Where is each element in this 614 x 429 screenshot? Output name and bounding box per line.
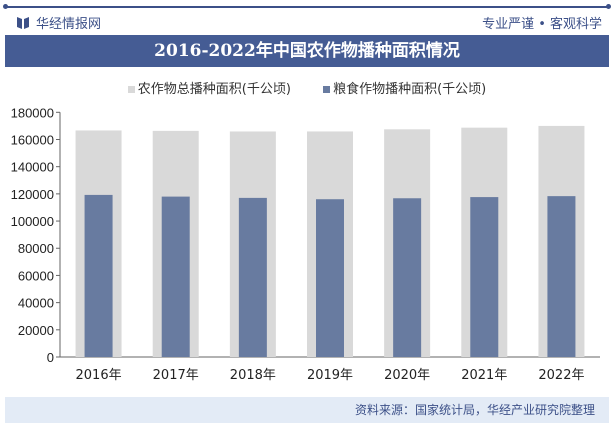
brand-name: 华经情报网 (36, 17, 102, 32)
x-tick-label: 2019年 (307, 368, 353, 383)
x-tick-label: 2018年 (230, 368, 276, 383)
legend-item-grain: 粮食作物播种面积(千公顷) (323, 82, 486, 97)
bar-grain (393, 198, 422, 357)
bar-grain (470, 197, 499, 357)
source-note: 资料来源：国家统计局，华经产业研究院整理 (5, 397, 609, 423)
slogan: 专业严谨 • 客观科学 (482, 17, 602, 32)
x-tick-label: 2017年 (153, 368, 199, 383)
y-tick-label: 20000 (18, 323, 54, 338)
y-tick-label: 60000 (18, 268, 54, 283)
top-rule (3, 4, 611, 9)
x-tick-label: 2016年 (76, 368, 122, 383)
x-tick-label: 2020年 (384, 368, 430, 383)
y-tick-label: 0 (47, 350, 54, 365)
logo-icon (17, 16, 29, 29)
bar-grain (161, 196, 190, 357)
bar-grain (238, 197, 267, 357)
y-tick-label: 100000 (11, 214, 54, 229)
y-tick-label: 40000 (18, 296, 54, 311)
brand: 华经情报网 (16, 13, 101, 32)
y-tick-label: 80000 (18, 241, 54, 256)
y-tick-label: 120000 (11, 187, 54, 202)
y-tick-label: 140000 (11, 160, 54, 175)
legend: 农作物总播种面积(千公顷) 粮食作物播种面积(千公顷) (0, 78, 614, 97)
x-tick-label: 2021年 (461, 368, 507, 383)
y-tick-label: 160000 (11, 132, 54, 147)
bar-grain (547, 196, 576, 357)
bar-grain (84, 194, 113, 357)
chart-title: 2016-2022年中国农作物播种面积情况 (5, 35, 609, 67)
y-tick-label: 180000 (11, 105, 54, 120)
legend-item-total: 农作物总播种面积(千公顷) (127, 82, 291, 97)
x-tick-label: 2022年 (538, 368, 584, 383)
bar-grain (316, 199, 344, 357)
